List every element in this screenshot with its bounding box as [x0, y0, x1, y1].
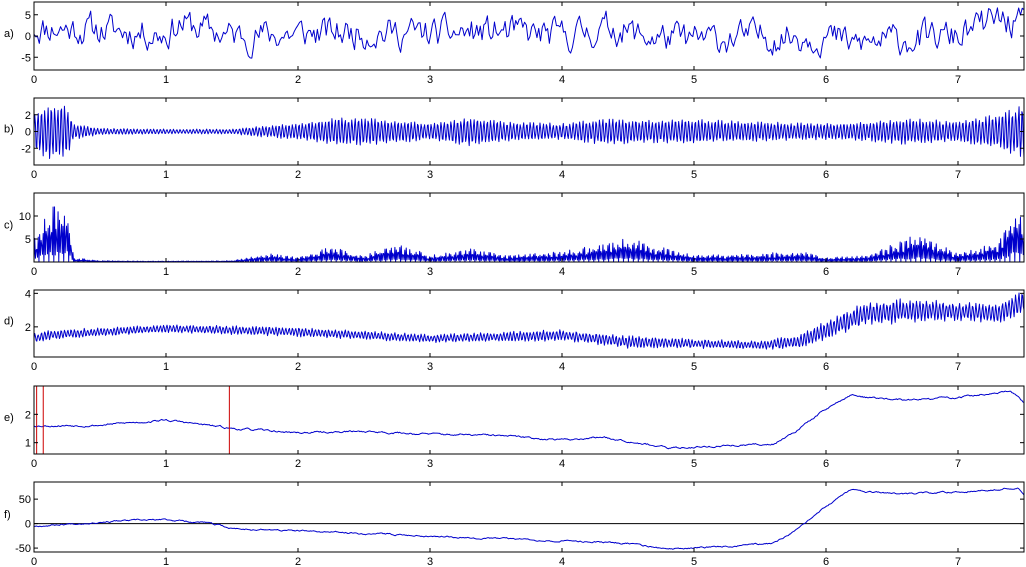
- y-tick-label: 2: [25, 110, 31, 122]
- y-tick-label: 10: [19, 211, 31, 223]
- y-tick-label: 1: [25, 438, 31, 450]
- axes-box: [33, 289, 1025, 358]
- x-tick-label: 0: [31, 361, 37, 373]
- y-tick-label: 5: [25, 234, 31, 246]
- series-line: [34, 206, 1024, 262]
- series-line: [34, 390, 1024, 450]
- x-tick-label: 1: [163, 169, 169, 181]
- y-tick-label: 2: [25, 409, 31, 421]
- x-tick-label: 5: [691, 556, 697, 567]
- x-tick-label: 7: [955, 458, 961, 470]
- y-tick-label: 0: [25, 127, 31, 139]
- x-tick-label: 0: [31, 74, 37, 86]
- x-tick-label: 6: [823, 169, 829, 181]
- panel-label: d): [4, 316, 14, 328]
- x-tick-label: 4: [559, 556, 565, 567]
- axes-box: [33, 385, 1025, 455]
- x-tick-label: 4: [559, 458, 565, 470]
- y-tick-label: 4: [25, 288, 31, 300]
- y-tick-label: 0: [25, 31, 31, 43]
- panel-label: b): [4, 124, 14, 136]
- x-tick-label: 0: [31, 458, 37, 470]
- x-tick-label: 3: [427, 556, 433, 567]
- x-tick-label: 0: [31, 169, 37, 181]
- panel-b: 0 1 2 3 4 5 6 7 -2 0 2 b): [4, 97, 1025, 181]
- panel-label: c): [4, 220, 13, 232]
- y-tick-label: -50: [15, 543, 31, 555]
- series-line: [34, 292, 1024, 350]
- x-tick-label: 6: [823, 266, 829, 278]
- x-tick-label: 1: [163, 74, 169, 86]
- y-tick-label: 50: [19, 494, 31, 506]
- x-tick-label: 2: [295, 266, 301, 278]
- y-tick-label: -2: [21, 143, 31, 155]
- series-line: [34, 487, 1024, 550]
- x-tick-label: 3: [427, 169, 433, 181]
- panel-label: f): [4, 509, 11, 521]
- axes-box: [33, 192, 1025, 263]
- panel-c: 0 1 2 3 4 5 6 7 5 10 c): [4, 192, 1025, 278]
- x-tick-label: 1: [163, 266, 169, 278]
- x-tick-label: 2: [295, 74, 301, 86]
- x-tick-label: 4: [559, 74, 565, 86]
- x-tick-label: 5: [691, 266, 697, 278]
- y-tick-label: 5: [25, 10, 31, 22]
- x-tick-label: 3: [427, 74, 433, 86]
- x-tick-label: 3: [427, 266, 433, 278]
- panel-label: e): [4, 412, 14, 424]
- x-tick-label: 4: [559, 169, 565, 181]
- x-tick-label: 1: [163, 458, 169, 470]
- x-tick-label: 7: [955, 266, 961, 278]
- x-tick-label: 3: [427, 458, 433, 470]
- y-tick-label: 2: [25, 322, 31, 334]
- x-tick-label: 4: [559, 361, 565, 373]
- x-tick-label: 2: [295, 556, 301, 567]
- x-tick-label: 1: [163, 361, 169, 373]
- y-tick-label: 0: [25, 519, 31, 531]
- x-tick-label: 5: [691, 169, 697, 181]
- x-tick-label: 0: [31, 266, 37, 278]
- x-tick-label: 2: [295, 361, 301, 373]
- x-tick-label: 4: [559, 266, 565, 278]
- panel-d: 0 1 2 3 4 5 6 7 2 4 d): [4, 288, 1025, 373]
- x-tick-label: 7: [955, 169, 961, 181]
- x-tick-label: 0: [31, 556, 37, 567]
- x-tick-label: 5: [691, 458, 697, 470]
- series-line: [34, 7, 1024, 59]
- x-tick-label: 5: [691, 361, 697, 373]
- y-tick-label: -5: [21, 52, 31, 64]
- x-tick-label: 6: [823, 458, 829, 470]
- x-tick-label: 2: [295, 169, 301, 181]
- axes-box: [33, 1, 1025, 71]
- panel-label: a): [4, 28, 14, 40]
- x-tick-label: 7: [955, 556, 961, 567]
- axes-box: [33, 481, 1025, 553]
- x-tick-label: 6: [823, 556, 829, 567]
- x-tick-label: 3: [427, 361, 433, 373]
- x-tick-label: 2: [295, 458, 301, 470]
- x-tick-label: 7: [955, 361, 961, 373]
- x-tick-label: 1: [163, 556, 169, 567]
- series-line: [34, 105, 1024, 159]
- x-tick-label: 7: [955, 74, 961, 86]
- x-tick-label: 5: [691, 74, 697, 86]
- x-tick-label: 6: [823, 74, 829, 86]
- x-tick-label: 6: [823, 361, 829, 373]
